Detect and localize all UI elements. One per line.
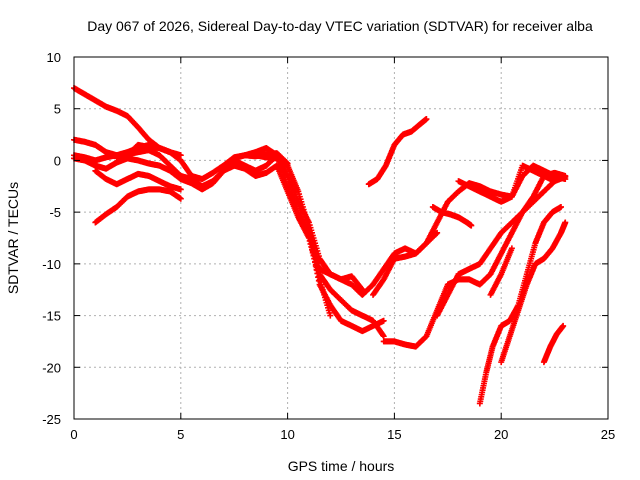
data-point	[177, 186, 184, 193]
x-tick-label: 15	[387, 427, 401, 442]
x-tick-label: 5	[177, 427, 184, 442]
series-sat-i	[365, 116, 430, 188]
data-point	[177, 195, 184, 202]
data-point	[327, 312, 334, 319]
x-axis-label: GPS time / hours	[288, 458, 395, 474]
series-sat-f	[92, 186, 184, 226]
y-tick-label: -5	[49, 205, 61, 220]
y-axis-label: SDTVAR / TECUs	[5, 182, 21, 294]
x-tick-label: 20	[494, 427, 508, 442]
y-tick-label: 5	[54, 102, 61, 117]
series-sat-g	[113, 141, 184, 162]
data-point	[177, 152, 184, 159]
y-tick-label: 0	[54, 153, 61, 168]
y-tick-label: 10	[47, 50, 61, 65]
x-tick-label: 10	[280, 427, 294, 442]
chart-title: Day 067 of 2026, Sidereal Day-to-day VTE…	[87, 18, 593, 34]
grid	[74, 57, 608, 419]
data-point	[434, 229, 441, 236]
data-points	[71, 85, 569, 407]
y-tick-label: -25	[42, 412, 61, 427]
series-sat-d	[71, 152, 387, 340]
data-point	[380, 333, 387, 340]
series-sat-e	[92, 167, 184, 193]
x-tick-label: 25	[601, 427, 615, 442]
x-tick-label: 0	[70, 427, 77, 442]
y-tick-label: -15	[42, 309, 61, 324]
y-tick-label: -10	[42, 257, 61, 272]
y-tick-label: -20	[42, 360, 61, 375]
